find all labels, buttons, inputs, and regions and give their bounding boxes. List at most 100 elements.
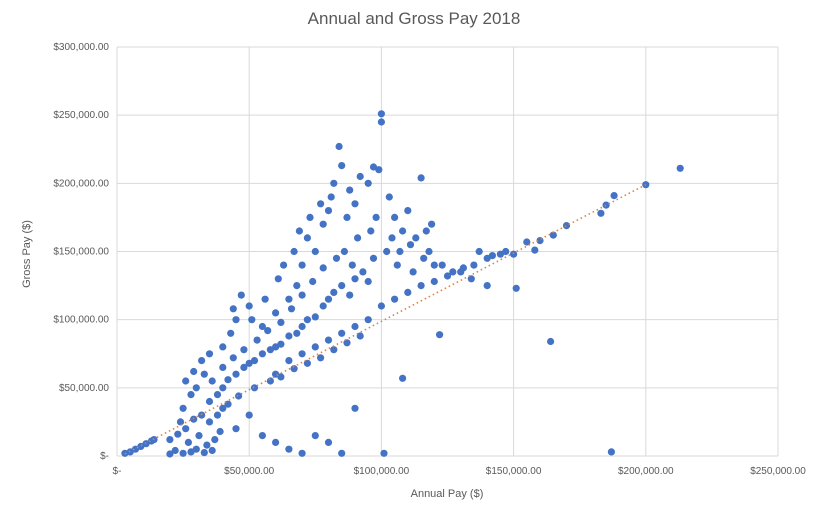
data-point bbox=[179, 404, 187, 412]
data-point bbox=[549, 231, 557, 239]
data-point bbox=[562, 222, 571, 230]
data-point bbox=[261, 295, 269, 303]
data-point bbox=[179, 449, 187, 457]
data-point bbox=[277, 373, 285, 381]
data-point bbox=[597, 209, 605, 217]
data-point bbox=[192, 445, 200, 453]
data-point bbox=[245, 302, 253, 310]
data-point bbox=[327, 193, 335, 201]
data-point bbox=[467, 275, 475, 283]
data-point bbox=[547, 337, 555, 346]
data-point bbox=[354, 234, 362, 242]
data-point bbox=[483, 282, 491, 290]
data-point bbox=[509, 250, 518, 258]
data-point bbox=[258, 322, 266, 331]
data-point bbox=[190, 367, 198, 376]
data-point bbox=[324, 295, 333, 303]
data-point bbox=[287, 305, 296, 313]
data-point bbox=[417, 282, 425, 290]
trendline-group bbox=[124, 183, 647, 455]
data-point bbox=[303, 359, 311, 367]
data-point bbox=[449, 268, 457, 276]
data-point bbox=[319, 264, 327, 272]
data-point bbox=[309, 277, 317, 286]
data-point bbox=[195, 432, 203, 440]
data-point bbox=[383, 247, 391, 256]
y-tick-label: $100,000.00 bbox=[53, 315, 109, 326]
data-point bbox=[187, 391, 195, 399]
data-point bbox=[428, 220, 436, 228]
data-point bbox=[266, 377, 274, 385]
data-point bbox=[290, 365, 298, 373]
data-point bbox=[351, 200, 359, 208]
data-point bbox=[285, 295, 293, 303]
data-point bbox=[258, 350, 266, 358]
data-point bbox=[274, 275, 282, 283]
data-point bbox=[306, 213, 314, 221]
data-point bbox=[391, 295, 399, 303]
x-axis-title: Annual Pay ($) bbox=[411, 488, 484, 500]
data-point bbox=[324, 336, 333, 344]
y-tick-label: $250,000.00 bbox=[53, 110, 109, 121]
y-axis-title: Gross Pay ($) bbox=[21, 220, 33, 288]
data-point bbox=[417, 174, 425, 182]
data-point bbox=[280, 261, 288, 269]
data-point bbox=[324, 438, 333, 446]
x-tick-label: $200,000.00 bbox=[618, 466, 674, 477]
data-point bbox=[359, 268, 367, 276]
data-point bbox=[324, 207, 333, 215]
data-point bbox=[229, 354, 237, 362]
data-point bbox=[232, 370, 240, 378]
data-point bbox=[290, 247, 298, 256]
data-point bbox=[171, 446, 179, 455]
y-tick-label: $200,000.00 bbox=[53, 178, 109, 189]
data-point bbox=[364, 179, 372, 187]
data-point bbox=[205, 350, 214, 358]
data-point bbox=[502, 247, 510, 256]
data-point bbox=[338, 162, 346, 170]
data-point bbox=[317, 354, 325, 362]
data-point bbox=[240, 363, 248, 371]
data-point bbox=[219, 343, 227, 351]
data-point bbox=[166, 436, 174, 444]
data-point bbox=[137, 442, 145, 451]
x-tick-label: $150,000.00 bbox=[486, 466, 542, 477]
data-point bbox=[676, 164, 684, 172]
data-point bbox=[285, 445, 293, 453]
data-point bbox=[311, 432, 319, 440]
data-point bbox=[166, 450, 174, 458]
data-point bbox=[293, 329, 301, 337]
data-point bbox=[367, 227, 375, 235]
data-point bbox=[182, 377, 190, 385]
data-point bbox=[264, 327, 272, 335]
data-point bbox=[330, 346, 338, 354]
data-point bbox=[364, 277, 372, 286]
data-point bbox=[391, 213, 399, 221]
data-point bbox=[303, 316, 311, 324]
data-point bbox=[396, 247, 404, 256]
data-point bbox=[227, 329, 235, 337]
data-point bbox=[298, 291, 306, 299]
data-point bbox=[351, 275, 359, 283]
data-point bbox=[364, 316, 372, 324]
data-point bbox=[245, 411, 253, 419]
data-point bbox=[343, 339, 351, 347]
data-point bbox=[348, 261, 356, 269]
x-tick-label: $100,000.00 bbox=[354, 466, 410, 477]
data-point bbox=[422, 227, 430, 235]
data-point bbox=[229, 305, 237, 313]
data-point bbox=[356, 172, 364, 181]
data-point bbox=[295, 227, 303, 235]
data-point bbox=[213, 391, 222, 399]
data-point bbox=[340, 247, 348, 256]
trendline bbox=[124, 183, 647, 455]
data-point bbox=[438, 261, 446, 269]
data-point bbox=[488, 252, 496, 260]
chart-title: Annual and Gross Pay 2018 bbox=[308, 9, 521, 28]
data-point bbox=[430, 277, 438, 286]
data-point bbox=[404, 207, 412, 215]
data-point bbox=[192, 384, 200, 392]
data-point bbox=[412, 234, 420, 242]
